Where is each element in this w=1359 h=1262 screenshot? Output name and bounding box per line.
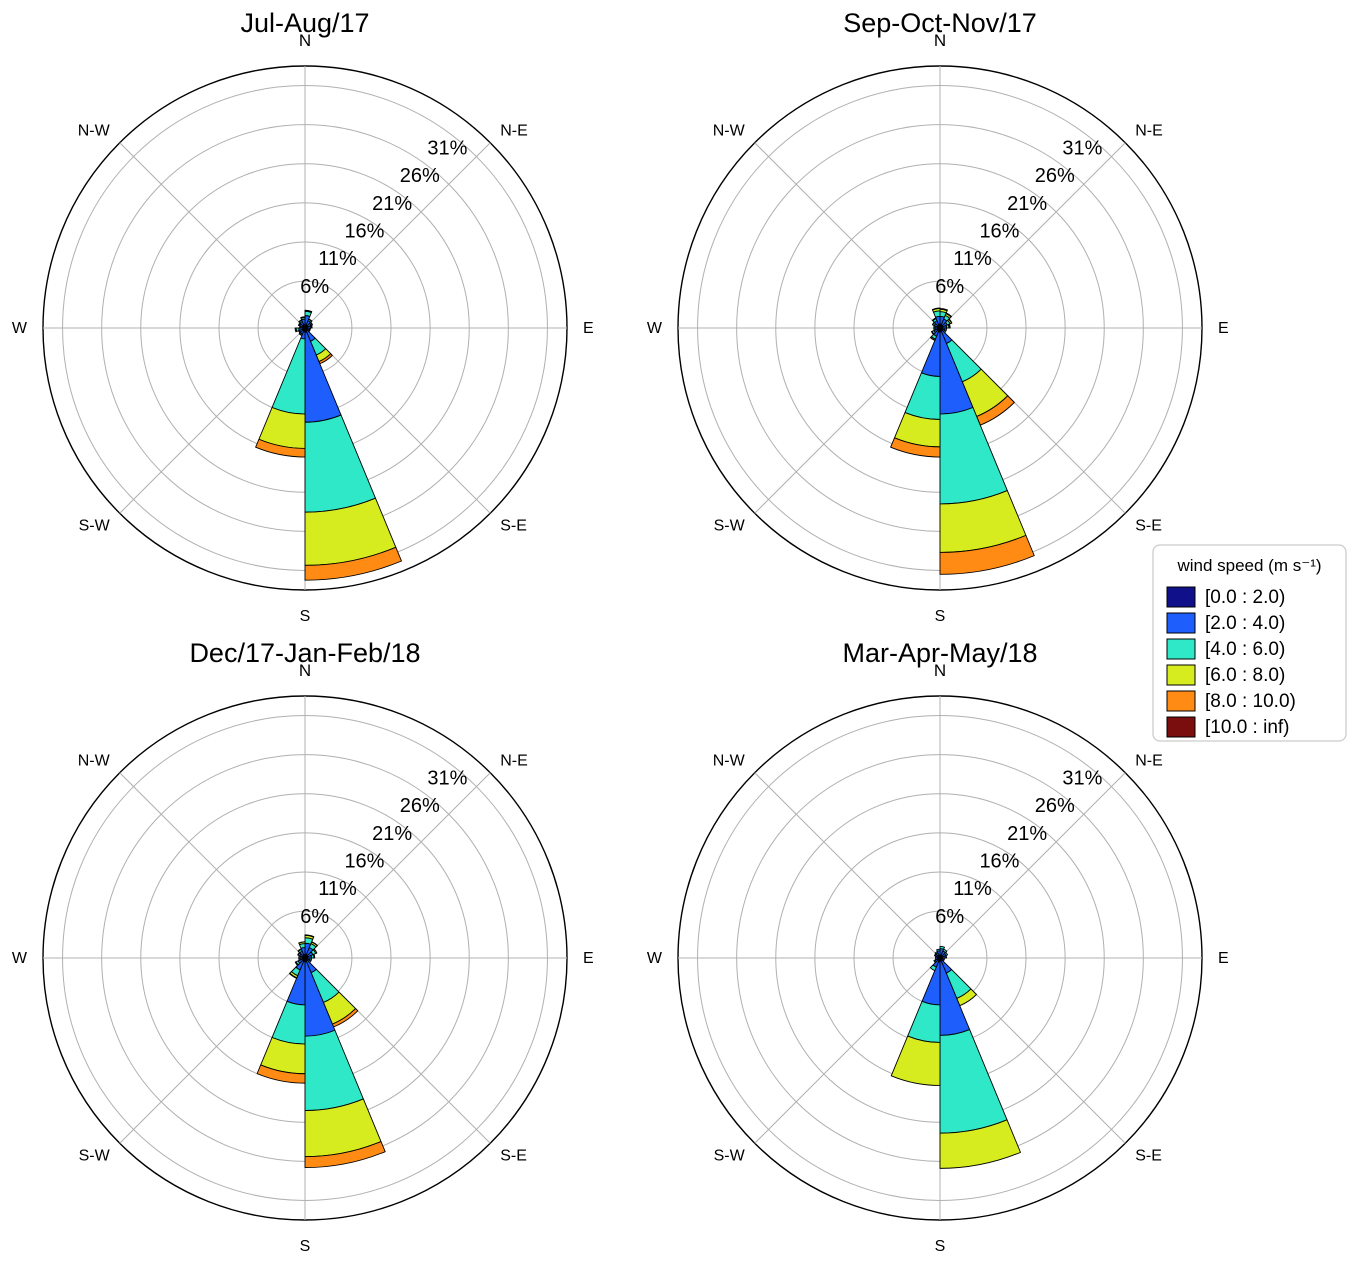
svg-text:S: S: [300, 608, 311, 625]
svg-text:N-W: N-W: [78, 123, 111, 140]
svg-text:Mar-Apr-May/18: Mar-Apr-May/18: [842, 638, 1037, 668]
svg-text:[0.0 : 2.0): [0.0 : 2.0): [1205, 587, 1285, 608]
svg-text:11%: 11%: [318, 878, 357, 900]
svg-text:E: E: [1218, 320, 1229, 337]
svg-text:S: S: [935, 1238, 946, 1255]
svg-text:N-E: N-E: [500, 753, 528, 770]
svg-text:26%: 26%: [400, 795, 440, 817]
svg-text:16%: 16%: [344, 851, 384, 873]
svg-text:31%: 31%: [1062, 138, 1102, 160]
svg-text:16%: 16%: [979, 221, 1019, 243]
svg-text:6%: 6%: [935, 906, 964, 928]
svg-text:W: W: [647, 320, 663, 337]
svg-text:Dec/17-Jan-Feb/18: Dec/17-Jan-Feb/18: [189, 638, 420, 668]
svg-text:S-E: S-E: [500, 1147, 527, 1164]
svg-text:S-W: S-W: [714, 1147, 746, 1164]
svg-text:S: S: [935, 608, 946, 625]
svg-text:S-W: S-W: [714, 517, 746, 534]
svg-text:[4.0 : 6.0): [4.0 : 6.0): [1205, 639, 1285, 660]
svg-text:wind speed (m s⁻¹): wind speed (m s⁻¹): [1176, 556, 1321, 575]
svg-text:31%: 31%: [1062, 768, 1102, 790]
svg-text:N-E: N-E: [1135, 123, 1163, 140]
svg-text:26%: 26%: [400, 165, 440, 187]
svg-text:21%: 21%: [1007, 193, 1047, 215]
svg-text:11%: 11%: [953, 878, 992, 900]
svg-text:N-W: N-W: [78, 753, 111, 770]
svg-text:6%: 6%: [300, 906, 329, 928]
svg-text:W: W: [12, 320, 28, 337]
svg-text:N-E: N-E: [500, 123, 528, 140]
svg-text:16%: 16%: [979, 851, 1019, 873]
svg-text:21%: 21%: [372, 193, 412, 215]
svg-text:21%: 21%: [372, 823, 412, 845]
svg-text:N-W: N-W: [713, 753, 746, 770]
svg-text:S-W: S-W: [79, 1147, 111, 1164]
svg-text:S-E: S-E: [1135, 1147, 1162, 1164]
svg-text:S-E: S-E: [500, 517, 527, 534]
svg-text:E: E: [1218, 950, 1229, 967]
svg-text:E: E: [583, 950, 594, 967]
svg-text:N-W: N-W: [713, 123, 746, 140]
svg-text:Jul-Aug/17: Jul-Aug/17: [240, 8, 369, 38]
svg-text:W: W: [12, 950, 28, 967]
svg-text:S-E: S-E: [1135, 517, 1162, 534]
svg-text:31%: 31%: [427, 768, 467, 790]
svg-text:[6.0 : 8.0): [6.0 : 8.0): [1205, 665, 1285, 686]
svg-text:16%: 16%: [344, 221, 384, 243]
svg-text:S-W: S-W: [79, 517, 111, 534]
svg-text:[10.0 : inf): [10.0 : inf): [1205, 717, 1290, 738]
svg-text:N-E: N-E: [1135, 753, 1163, 770]
svg-text:[8.0 : 10.0): [8.0 : 10.0): [1205, 691, 1296, 712]
svg-text:Sep-Oct-Nov/17: Sep-Oct-Nov/17: [843, 8, 1037, 38]
svg-text:11%: 11%: [318, 248, 357, 270]
svg-text:[2.0 : 4.0): [2.0 : 4.0): [1205, 613, 1285, 634]
svg-text:31%: 31%: [427, 138, 467, 160]
svg-text:6%: 6%: [300, 276, 329, 298]
svg-text:W: W: [647, 950, 663, 967]
svg-text:26%: 26%: [1035, 165, 1075, 187]
svg-text:26%: 26%: [1035, 795, 1075, 817]
svg-text:21%: 21%: [1007, 823, 1047, 845]
svg-text:S: S: [300, 1238, 311, 1255]
svg-text:6%: 6%: [935, 276, 964, 298]
svg-text:11%: 11%: [953, 248, 992, 270]
svg-text:E: E: [583, 320, 594, 337]
